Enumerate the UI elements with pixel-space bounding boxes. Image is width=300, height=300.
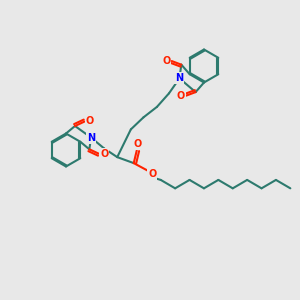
Text: O: O <box>148 169 157 179</box>
Text: O: O <box>162 56 170 66</box>
Text: O: O <box>133 139 142 149</box>
Text: O: O <box>176 91 185 101</box>
Text: O: O <box>86 116 94 127</box>
Text: O: O <box>100 149 108 159</box>
Text: N: N <box>87 133 95 142</box>
Text: N: N <box>176 74 184 83</box>
